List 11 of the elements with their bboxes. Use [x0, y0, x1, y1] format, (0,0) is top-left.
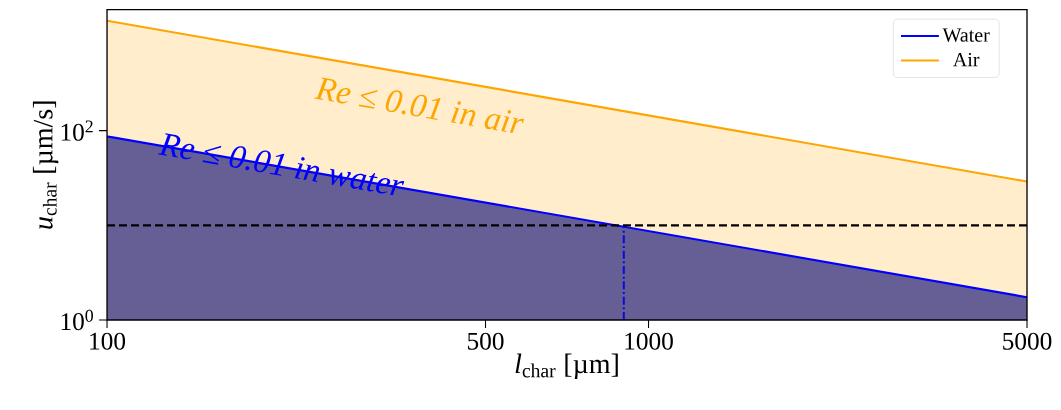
annotation: Re ≤ 0.01 in air — [314, 77, 525, 134]
x-axis-title: l$_{char}$ [µm] — [515, 353, 618, 379]
legend-label: Water — [942, 28, 990, 42]
y-tick-label: 10$^{2}$ — [61, 120, 93, 141]
x-tick-label: 5000 — [1003, 332, 1052, 350]
x-tick-label: 1000 — [625, 332, 673, 350]
y-axis-title: u$_{char}$ [µm/s] — [32, 101, 59, 229]
x-tick-label: 100 — [90, 332, 126, 350]
y-tick-label: 10$^{0}$ — [61, 309, 93, 331]
x-tick-label: 500 — [467, 332, 504, 350]
legend-label: Air — [953, 52, 980, 67]
